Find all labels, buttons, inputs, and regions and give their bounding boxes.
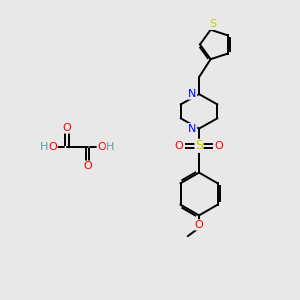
Text: O: O <box>62 123 71 133</box>
Text: N: N <box>188 89 197 99</box>
Text: S: S <box>195 139 203 152</box>
Text: O: O <box>175 141 184 151</box>
Text: H: H <box>106 142 115 152</box>
Text: H: H <box>40 142 48 152</box>
Text: N: N <box>188 124 197 134</box>
Text: O: O <box>195 220 203 230</box>
Text: O: O <box>97 142 106 152</box>
Text: O: O <box>214 141 223 151</box>
Text: O: O <box>83 161 92 171</box>
Text: O: O <box>48 142 57 152</box>
Text: S: S <box>209 20 216 29</box>
